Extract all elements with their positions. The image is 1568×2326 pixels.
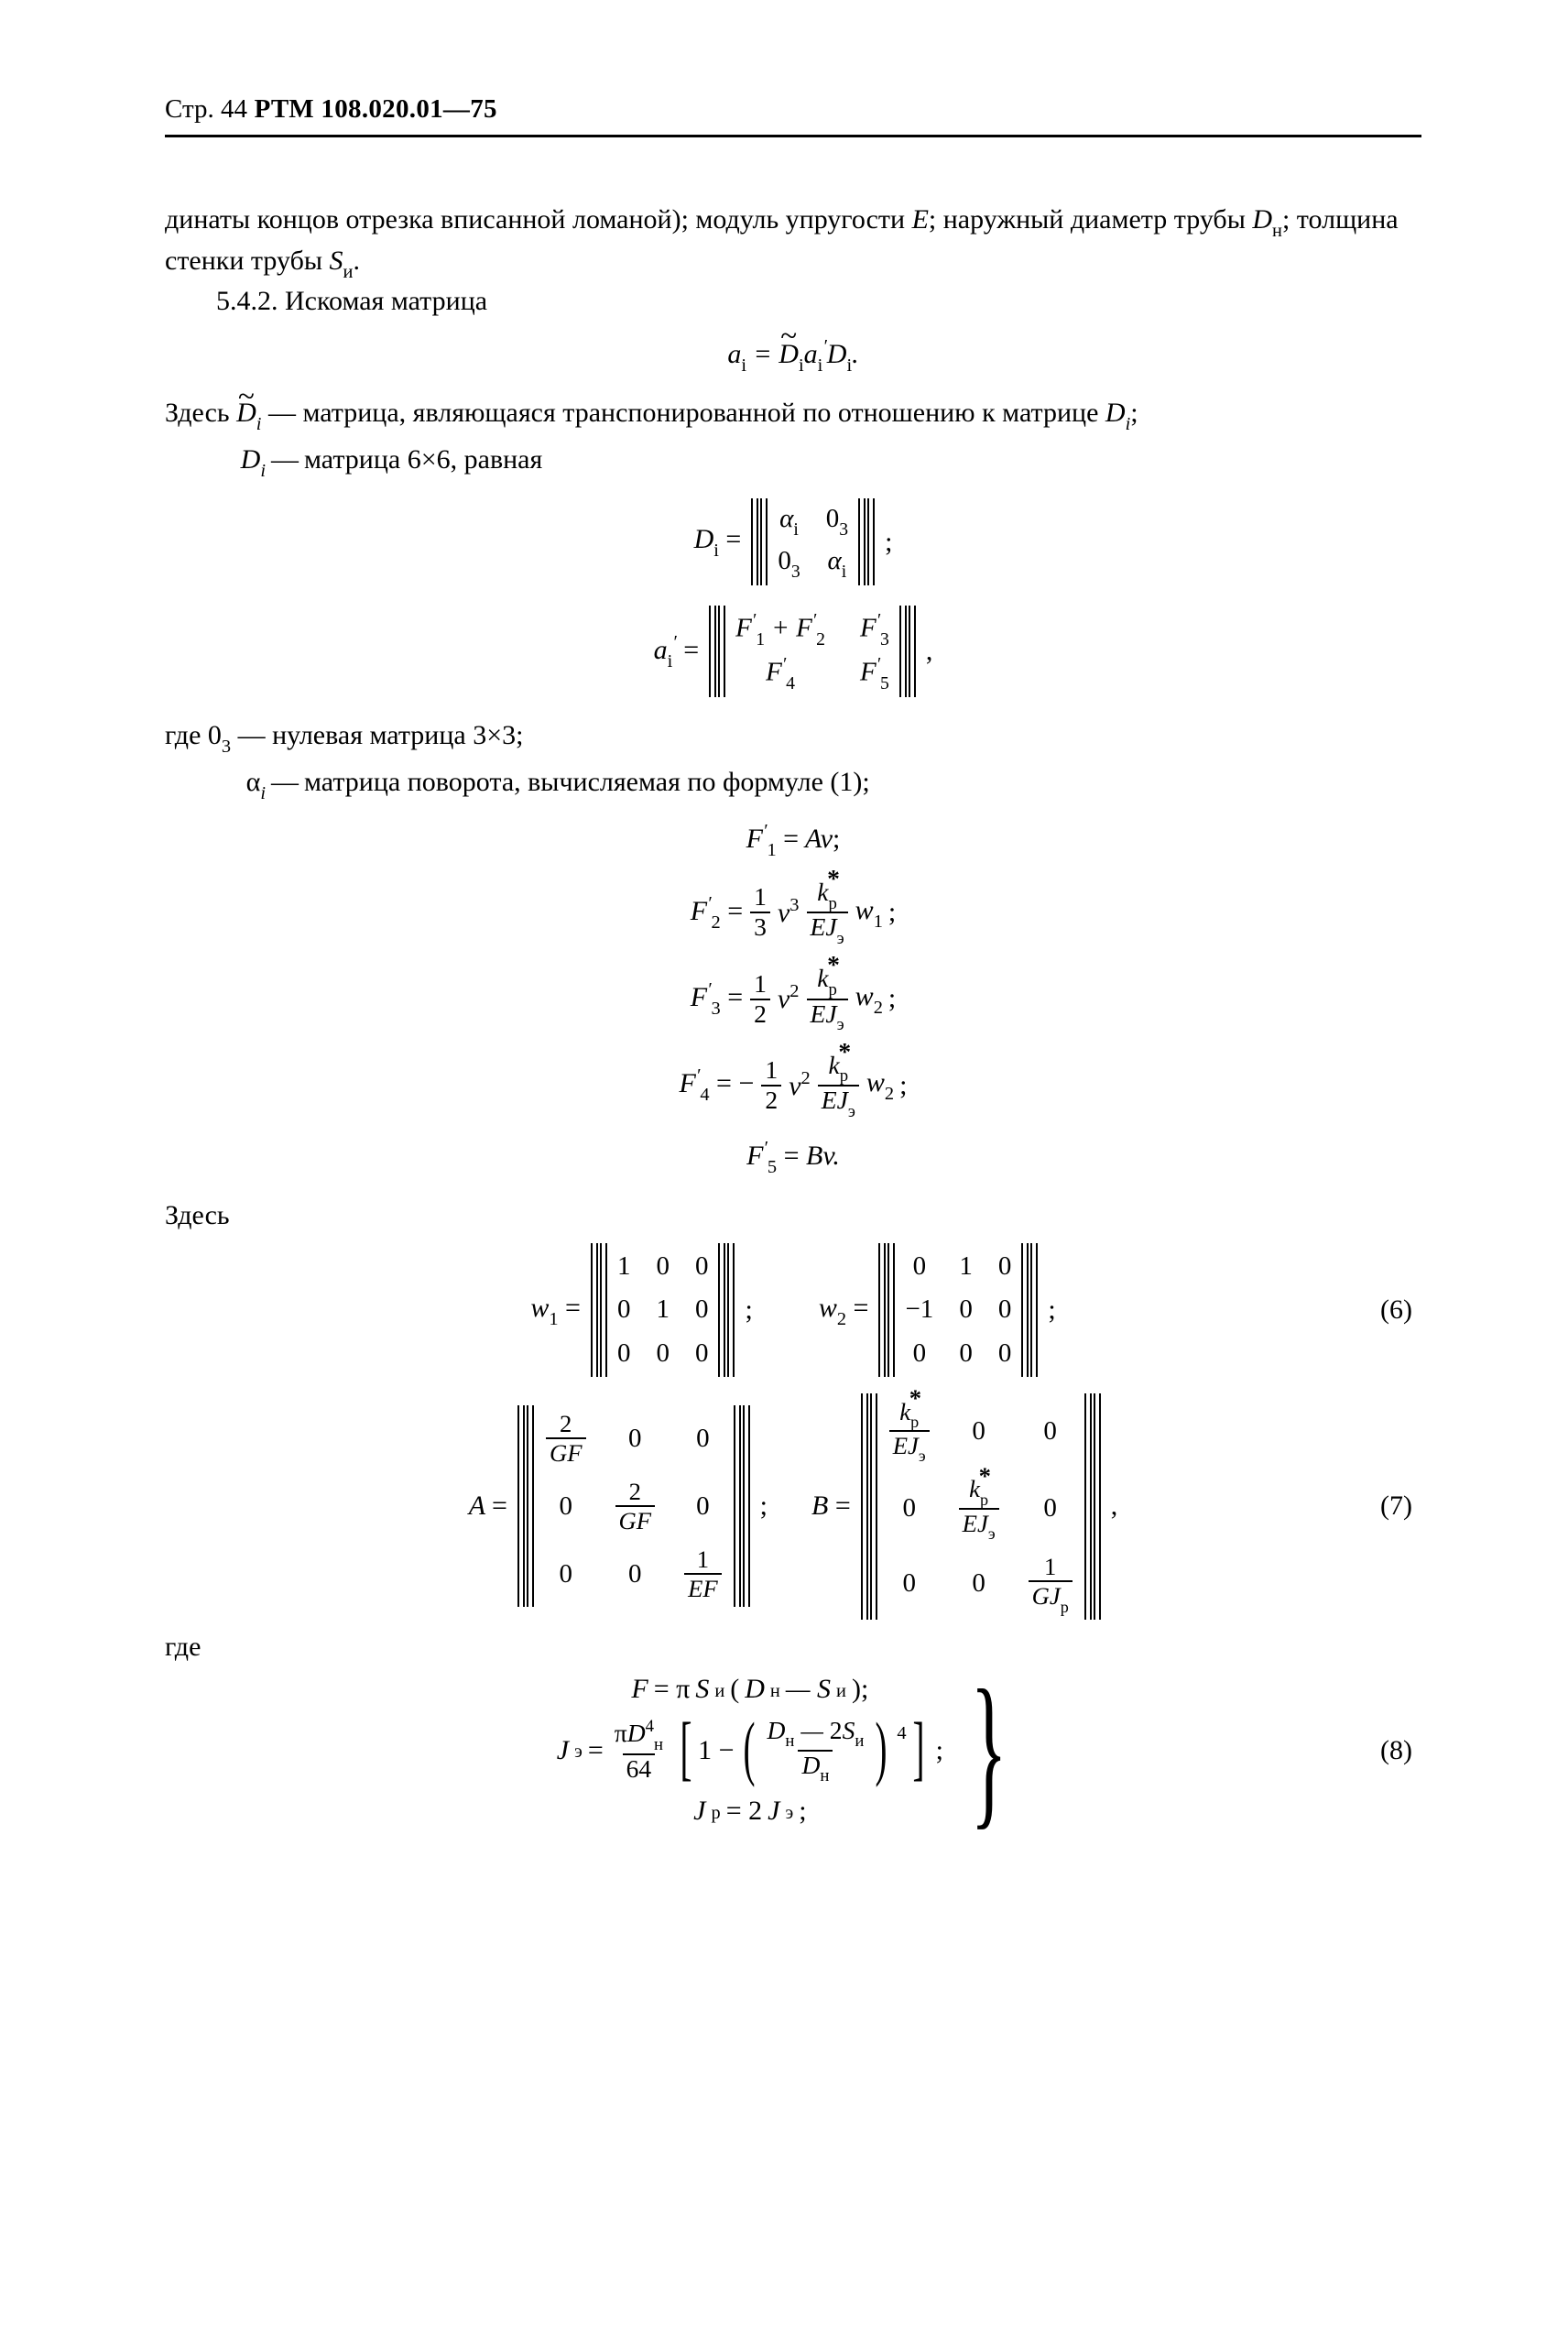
gde-label: где [165, 1629, 1421, 1666]
eq-Di-matrix: Di = αi03 03αi ; [165, 498, 1421, 585]
eq-8-row: F = πSи (Dн — Sи); Jэ = πD4н 64 [ 1 − ( [165, 1671, 1421, 1829]
paragraph-continuation: динаты концов отрезка вписанной ломаной)… [165, 202, 1421, 283]
here-label: Здесь [165, 1197, 1421, 1235]
section-5-4-2: 5.4.2. Искомая матрица [165, 283, 1421, 321]
eq-F2: F′2 = 13 v3 kр EJэ w1; [165, 879, 1421, 945]
where-Di-txt: матрица 6×6, равная [304, 442, 1421, 483]
eq-F1: F′1 = Av; [165, 822, 1421, 859]
where-alpha-txt: матрица поворота, вычисляемая по формуле… [304, 764, 1421, 805]
eq-num-7: (7) [1380, 1488, 1412, 1525]
eq-7-row: A = 2GF00 02GF0 001EF ; B = kрEJэ00 0kрE… [165, 1393, 1421, 1620]
eq-ai-matrix: ai′ = F′1 + F′2 F′3 F′4 F′5 , [165, 606, 1421, 697]
eq-F5: F′5 = Bv. [165, 1139, 1421, 1176]
eq-F4: F′4 = − 12 v2 kр EJэ w2; [165, 1053, 1421, 1119]
eq-F3: F′3 = 12 v2 kр EJэ w2; [165, 966, 1421, 1032]
where-list-2: αi — матрица поворота, вычисляемая по фо… [165, 764, 1421, 805]
where-intro: Здесь Di — матрица, являющаяся транспони… [165, 395, 1421, 436]
where-list-1: Di — матрица 6×6, равная [165, 442, 1421, 483]
where-03: где 03 — нулевая матрица 3×3; [165, 717, 1421, 759]
doc-code: РТМ 108.020.01—75 [255, 94, 497, 124]
page-header: Стр. 44 РТМ 108.020.01—75 [165, 92, 1421, 137]
eq-ai-def: ai = Diai′Di. [165, 337, 1421, 375]
eq-num-8: (8) [1380, 1732, 1412, 1770]
eq-6-row: w1 = 100 010 000 ; w2 = 010 −100 000 [165, 1243, 1421, 1376]
page-number: Стр. 44 [165, 94, 247, 124]
eq-num-6: (6) [1380, 1292, 1412, 1329]
